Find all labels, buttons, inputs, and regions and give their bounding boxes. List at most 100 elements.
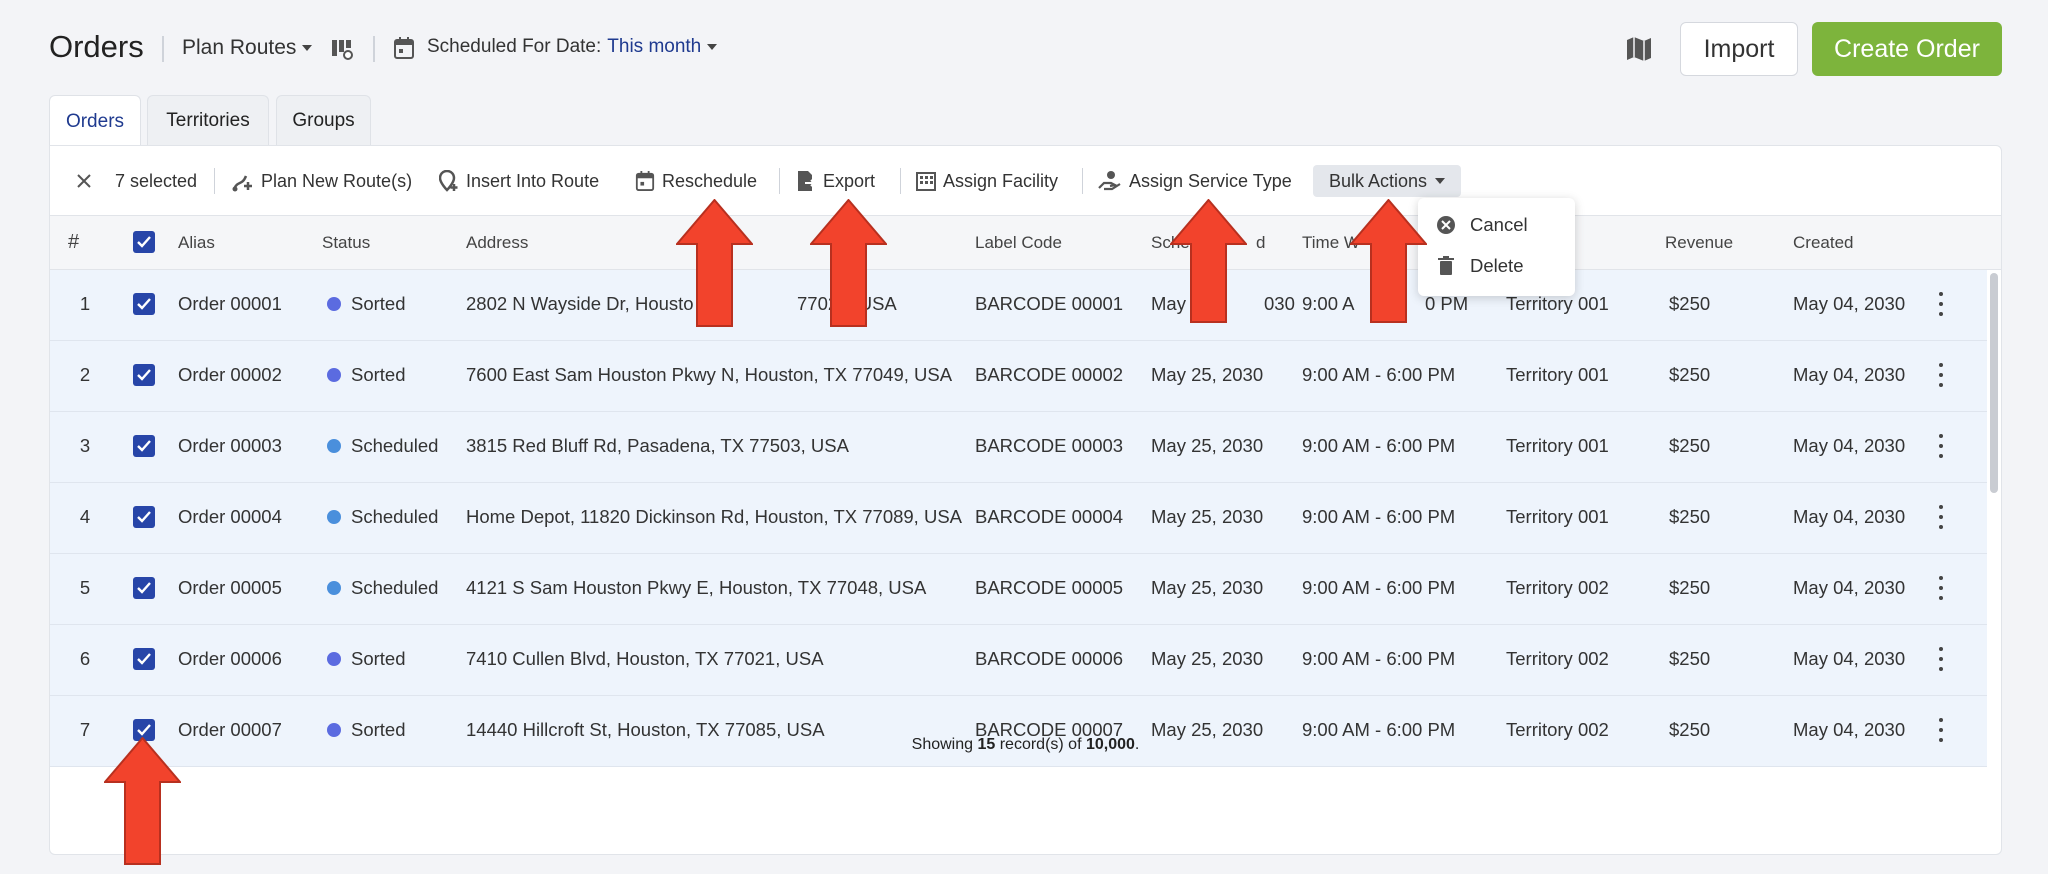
table-scrollbar[interactable]	[1990, 273, 1998, 493]
import-button[interactable]: Import	[1680, 22, 1798, 76]
tab-territories[interactable]: Territories	[147, 95, 269, 145]
alias-cell[interactable]: Order 00007	[178, 719, 282, 740]
row-checkbox[interactable]	[133, 293, 155, 315]
address-cell: Home Depot, 11820 Dickinson Rd, Houston,…	[466, 506, 963, 527]
board-settings-icon[interactable]	[330, 37, 354, 61]
territory-cell: Territory 001	[1506, 506, 1609, 527]
select-all-checkbox[interactable]	[133, 231, 155, 253]
alias-cell[interactable]: Order 00004	[178, 506, 282, 527]
scheduled-date-filter[interactable]: Scheduled For Date: This month	[427, 36, 718, 58]
revenue-cell: $250	[1669, 364, 1711, 385]
row-checkbox[interactable]	[133, 719, 155, 741]
status-dot-icon	[327, 581, 341, 595]
column-created[interactable]: Created	[1793, 233, 1854, 252]
territory-cell: Territory 001	[1506, 364, 1609, 385]
cancel-circle-icon	[1437, 216, 1455, 234]
created-cell: May 04, 2030	[1793, 577, 1906, 598]
scheduled-cell: May 25, 2030	[1151, 719, 1264, 740]
close-icon	[77, 174, 91, 188]
status-label: Scheduled	[351, 506, 439, 527]
tab-groups[interactable]: Groups	[276, 95, 371, 145]
status-cell: Scheduled	[327, 506, 438, 528]
export-button[interactable]: Export	[796, 168, 875, 194]
menu-item-cancel[interactable]: Cancel	[1436, 214, 1528, 236]
page-header: Orders Plan Routes Scheduled For Date: T…	[0, 0, 2048, 96]
column-number: #	[68, 231, 80, 253]
row-menu-icon[interactable]	[1938, 576, 1944, 600]
address-cell: 7600 East Sam Houston Pkwy N, Houston, T…	[466, 364, 953, 385]
column-revenue[interactable]: Revenue	[1665, 233, 1734, 252]
alias-cell[interactable]: Order 00001	[178, 293, 282, 314]
status-dot-icon	[327, 652, 341, 666]
column-status[interactable]: Status	[322, 233, 371, 252]
revenue-cell: $250	[1669, 293, 1711, 314]
header-divider	[373, 36, 375, 62]
map-icon[interactable]	[1624, 34, 1654, 64]
table-row[interactable]: 6 Order 00006 Sorted 7410 Cullen Blvd, Hous…	[50, 625, 1987, 696]
assign-service-type-button[interactable]: Assign Service Type	[1098, 168, 1292, 194]
plan-routes-dropdown[interactable]: Plan Routes	[182, 36, 313, 60]
label-code-cell: BARCODE 00002	[975, 364, 1124, 385]
scheduled-cell: May 25, 2030	[1151, 648, 1264, 669]
plan-new-routes-button[interactable]: Plan New Route(s)	[232, 168, 412, 194]
row-menu-icon[interactable]	[1938, 434, 1944, 458]
row-number: 7	[79, 719, 91, 740]
column-time-window[interactable]: Time W	[1302, 233, 1360, 252]
footer-count: 15	[977, 736, 996, 753]
alias-cell[interactable]: Order 00003	[178, 435, 282, 456]
scheduled-cell: May 25, 2030	[1151, 435, 1264, 456]
tab-orders[interactable]: Orders	[49, 95, 141, 147]
table-row[interactable]: 1 Order 00001 Sorted 2802 N Wayside Dr, Hou…	[50, 270, 1987, 341]
status-cell: Sorted	[327, 293, 406, 315]
column-label-code[interactable]: Label Code	[975, 233, 1062, 252]
building-icon	[916, 172, 936, 191]
alias-cell[interactable]: Order 00005	[178, 577, 282, 598]
reschedule-button[interactable]: Reschedule	[635, 168, 757, 194]
assign-facility-button[interactable]: Assign Facility	[916, 168, 1058, 194]
table-row[interactable]: 3 Order 00003 Scheduled 3815 Red Bluff Rd, …	[50, 412, 1987, 483]
row-checkbox[interactable]	[133, 364, 155, 386]
bulk-toolbar: 7 selected Plan New Route(s) Insert Into…	[50, 146, 2001, 216]
row-menu-icon[interactable]	[1938, 718, 1944, 742]
row-checkbox[interactable]	[133, 577, 155, 599]
header-divider	[162, 36, 164, 62]
table-row[interactable]: 7 Order 00007 Sorted 14440 Hillcroft St, Ho…	[50, 696, 1987, 767]
clear-selection-button[interactable]	[76, 168, 92, 194]
toolbar-divider	[1082, 168, 1083, 194]
annotation-arrow-up	[1170, 199, 1247, 323]
territory-cell: Territory 001	[1506, 293, 1609, 314]
bulk-actions-dropdown[interactable]: Bulk Actions	[1313, 165, 1461, 197]
created-cell: May 04, 2030	[1793, 435, 1906, 456]
time-window-cell: 9:00 AM - 6:00 PM	[1302, 648, 1456, 669]
pin-plus-icon	[439, 170, 458, 192]
bulk-actions-label: Bulk Actions	[1328, 170, 1428, 191]
column-alias[interactable]: Alias	[178, 233, 215, 252]
table-row[interactable]: 4 Order 00004 Scheduled Home Depot, 11820 D…	[50, 483, 1987, 554]
annotation-arrow-up	[104, 737, 181, 865]
plan-routes-label: Plan Routes	[182, 36, 297, 59]
row-menu-icon[interactable]	[1938, 647, 1944, 671]
route-plus-icon	[232, 175, 252, 192]
revenue-cell: $250	[1669, 435, 1711, 456]
row-checkbox[interactable]	[133, 435, 155, 457]
row-menu-icon[interactable]	[1938, 505, 1944, 529]
scheduled-cell: May	[1151, 293, 1186, 314]
row-menu-icon[interactable]	[1938, 363, 1944, 387]
insert-into-route-button[interactable]: Insert Into Route	[439, 168, 599, 194]
column-address[interactable]: Address	[466, 233, 529, 252]
row-checkbox[interactable]	[133, 506, 155, 528]
annotation-arrow-up	[1350, 199, 1427, 323]
label-code-cell: BARCODE 00004	[975, 506, 1124, 527]
create-order-button[interactable]: Create Order	[1812, 22, 2002, 76]
table-row[interactable]: 5 Order 00005 Scheduled 4121 S Sam Houston …	[50, 554, 1987, 625]
territory-cell: Territory 002	[1506, 719, 1609, 740]
menu-item-delete[interactable]: Delete	[1436, 255, 1523, 277]
alias-cell[interactable]: Order 00006	[178, 648, 282, 669]
address-cell: 14440 Hillcroft St, Houston, TX 77085, U…	[466, 719, 825, 740]
alias-cell[interactable]: Order 00002	[178, 364, 282, 385]
chevron-down-icon	[302, 45, 313, 51]
row-menu-icon[interactable]	[1938, 292, 1944, 316]
row-checkbox[interactable]	[133, 648, 155, 670]
orders-panel: 7 selected Plan New Route(s) Insert Into…	[49, 145, 2002, 855]
table-row[interactable]: 2 Order 00002 Sorted 7600 East Sam Houston …	[50, 341, 1987, 412]
